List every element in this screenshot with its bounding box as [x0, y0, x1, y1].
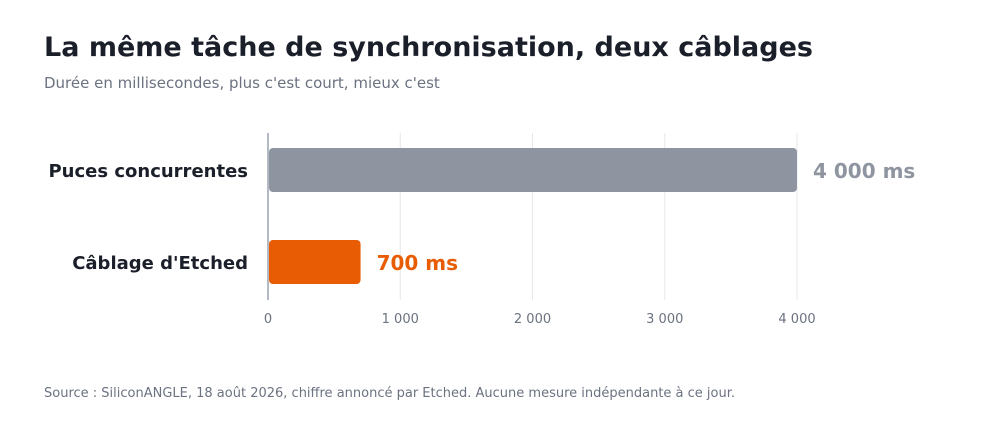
category-labels: Puces concurrentes Câblage d'Etched — [48, 161, 248, 274]
category-label: Puces concurrentes — [48, 161, 248, 182]
tick-label: 4 000 — [778, 312, 815, 327]
tick-label: 0 — [264, 312, 272, 327]
bar — [269, 148, 797, 192]
value-label: 700 ms — [377, 251, 458, 275]
bar — [269, 240, 361, 284]
category-label: Câblage d'Etched — [72, 253, 248, 274]
value-label: 4 000 ms — [813, 159, 915, 183]
chart-subtitle: Durée en millisecondes, plus c'est court… — [44, 74, 440, 92]
source-note: Source : SiliconANGLE, 18 août 2026, chi… — [44, 386, 736, 401]
tick-label: 2 000 — [514, 312, 551, 327]
chart-title: La même tâche de synchronisation, deux c… — [44, 32, 813, 63]
tick-label: 1 000 — [382, 312, 419, 327]
bars — [269, 148, 797, 284]
tick-label: 3 000 — [646, 312, 683, 327]
x-axis-ticks: 0 1 000 2 000 3 000 4 000 — [264, 312, 816, 327]
value-labels: 4 000 ms 700 ms — [377, 159, 916, 275]
